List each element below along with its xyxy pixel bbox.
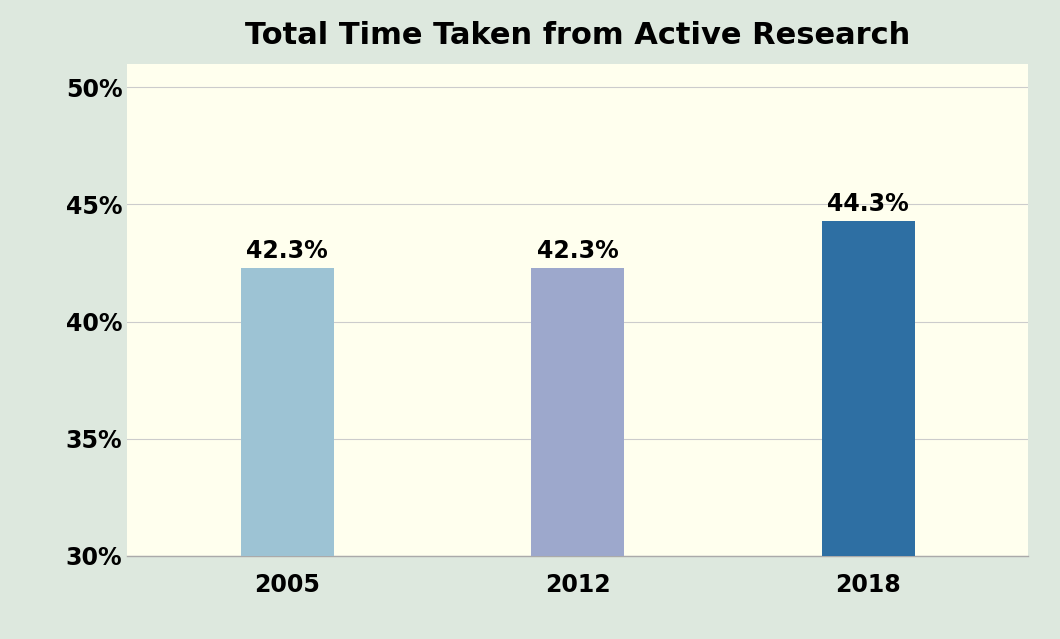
Bar	[531, 268, 624, 639]
Text: 42.3%: 42.3%	[536, 239, 619, 263]
Bar	[241, 268, 334, 639]
Title: Total Time Taken from Active Research: Total Time Taken from Active Research	[245, 22, 911, 50]
Text: 44.3%: 44.3%	[828, 192, 909, 216]
Text: 42.3%: 42.3%	[246, 239, 328, 263]
Bar	[822, 221, 915, 639]
